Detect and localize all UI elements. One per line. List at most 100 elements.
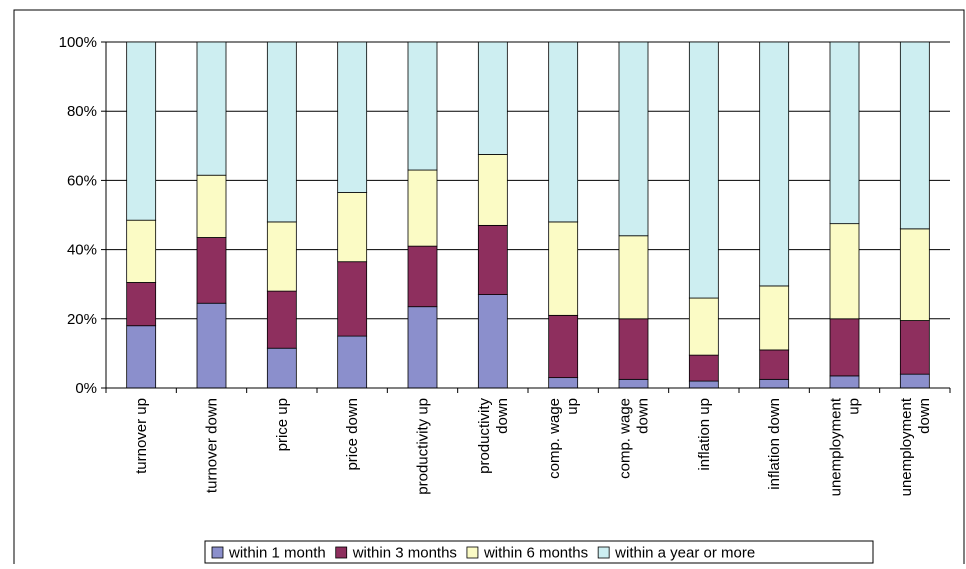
- bar-segment: [337, 192, 368, 263]
- x-tick-label: price up: [274, 398, 291, 451]
- bar-segment: [759, 285, 790, 351]
- bar-segment: [618, 378, 649, 389]
- bars: [126, 41, 930, 389]
- bar-segment: [407, 306, 438, 389]
- x-tick-label-line: unemployment: [828, 397, 845, 496]
- bar-segment: [899, 373, 930, 389]
- bar-segment: [196, 302, 227, 389]
- bar-segment: [126, 41, 157, 221]
- legend: within 1 month within 3 months within 6 mo…: [204, 540, 874, 564]
- legend-label: within a year or more: [614, 545, 755, 562]
- x-tick-label: turnover down: [204, 398, 221, 493]
- bar-segment: [126, 282, 157, 327]
- bar-segment: [407, 41, 438, 171]
- bar-segment: [688, 41, 719, 299]
- bar-segment: [899, 320, 930, 375]
- x-tick-label-line: productivity: [476, 398, 493, 474]
- x-tick-label: unemploymentup: [828, 397, 863, 496]
- bar-segment: [337, 335, 368, 389]
- bar-segment: [829, 375, 860, 389]
- bar-segment: [618, 41, 649, 237]
- legend-swatch: [211, 546, 224, 559]
- bar-segment: [266, 41, 297, 223]
- bar-segment: [266, 290, 297, 349]
- bar-segment: [266, 221, 297, 292]
- bar-segment: [829, 318, 860, 377]
- bar-segment: [477, 41, 508, 155]
- x-tick-label-line: price down: [344, 398, 361, 471]
- legend-box: [204, 540, 874, 564]
- legend-swatch: [597, 546, 610, 559]
- legend-label: within 1 month: [228, 545, 326, 562]
- legend-swatch: [335, 546, 348, 559]
- bar-segment: [337, 41, 368, 193]
- legend-label: within 6 months: [483, 545, 588, 562]
- bar-segment: [829, 41, 860, 225]
- bar-segment: [548, 41, 579, 223]
- bar-segment: [548, 314, 579, 379]
- bar-segment: [548, 221, 579, 316]
- x-axis-labels: turnover up turnover down price up price do…: [133, 397, 933, 496]
- bar-segment: [618, 318, 649, 380]
- legend-label: within 3 months: [352, 545, 457, 562]
- bar-segment: [688, 380, 719, 389]
- y-tick-label: 60%: [67, 172, 97, 189]
- bar-segment: [899, 228, 930, 321]
- bar-segment: [407, 169, 438, 247]
- x-tick-label-line: down: [635, 398, 652, 434]
- bar-segment: [477, 154, 508, 226]
- bar-segment: [759, 349, 790, 380]
- bar-segment: [196, 41, 227, 176]
- x-tick-label: comp. wagedown: [617, 398, 652, 479]
- bar-segment: [196, 237, 227, 304]
- gridlines: [106, 41, 950, 320]
- y-axis-ticks: 0% 20% 40% 60% 80% 100%: [59, 34, 106, 397]
- bar-segment: [126, 219, 157, 283]
- x-tick-label-line: unemployment: [898, 397, 915, 496]
- x-tick-label: inflation up: [696, 398, 713, 471]
- bar-segment: [759, 378, 790, 389]
- bar-segment: [266, 347, 297, 389]
- bar-segment: [337, 261, 368, 337]
- bar-segment: [759, 41, 790, 287]
- x-tick-label-line: up: [846, 398, 863, 415]
- x-tick-label-line: comp. wage: [546, 398, 563, 479]
- bar-segment: [618, 235, 649, 320]
- legend-swatch: [466, 546, 479, 559]
- x-tick-label-line: productivity up: [415, 398, 432, 495]
- x-tick-label: turnover up: [133, 398, 150, 474]
- x-tick-label-line: turnover up: [133, 398, 150, 474]
- bar-segment: [126, 325, 157, 389]
- x-tick-label: productivity up: [415, 398, 432, 495]
- bar-segment: [688, 297, 719, 356]
- y-tick-label: 40%: [67, 242, 97, 259]
- axes: [105, 42, 951, 393]
- bar-segment: [899, 41, 930, 230]
- x-tick-label: comp. wageup: [546, 398, 581, 479]
- y-tick-label: 0%: [75, 380, 97, 397]
- x-tick-label-line: down: [494, 398, 511, 434]
- x-tick-label: inflation down: [766, 398, 783, 490]
- x-tick-label-line: up: [564, 398, 581, 415]
- x-tick-label: productivitydown: [476, 398, 511, 474]
- y-tick-label: 80%: [67, 103, 97, 120]
- x-tick-label-line: down: [916, 398, 933, 434]
- bar-segment: [477, 294, 508, 389]
- x-tick-label-line: comp. wage: [617, 398, 634, 479]
- x-tick-label: unemploymentdown: [898, 397, 933, 496]
- x-tick-label-line: turnover down: [204, 398, 221, 493]
- bar-segment: [688, 354, 719, 382]
- x-tick-label-line: price up: [274, 398, 291, 451]
- bar-segment: [548, 377, 579, 389]
- bar-segment: [829, 223, 860, 320]
- x-tick-label: price down: [344, 398, 361, 471]
- x-tick-label-line: inflation up: [696, 398, 713, 471]
- x-tick-label-line: inflation down: [766, 398, 783, 490]
- y-tick-label: 20%: [67, 311, 97, 328]
- y-tick-label: 100%: [59, 34, 97, 51]
- bar-segment: [407, 245, 438, 308]
- bar-segment: [196, 174, 227, 238]
- bar-segment: [477, 224, 508, 295]
